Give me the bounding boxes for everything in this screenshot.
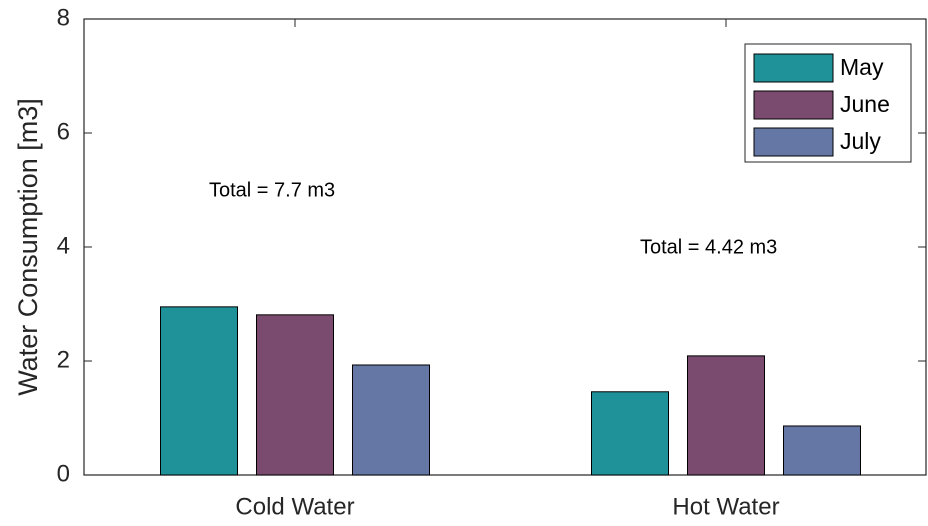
annotation: Total = 7.7 m3	[209, 179, 335, 201]
y-tick-label: 0	[57, 460, 70, 487]
bar	[591, 391, 669, 476]
bar	[352, 364, 430, 476]
legend-label: June	[840, 91, 890, 117]
y-tick-label: 4	[57, 232, 70, 259]
legend-swatch	[753, 127, 834, 157]
x-tick-label: Cold Water	[235, 493, 354, 520]
x-tick-label: Hot Water	[672, 493, 779, 520]
y-tick-label: 6	[57, 118, 70, 145]
legend-label: July	[840, 128, 881, 154]
bar	[783, 425, 861, 476]
y-tick-label: 8	[57, 4, 70, 31]
bar	[160, 306, 238, 476]
y-tick-label: 2	[57, 346, 70, 373]
annotation: Total = 4.42 m3	[640, 236, 777, 258]
legend-label: May	[840, 54, 884, 80]
bar	[256, 314, 334, 476]
bar	[687, 355, 765, 476]
y-axis-label: Water Consumption [m3]	[13, 98, 43, 396]
legend-swatch	[753, 53, 834, 83]
legend-swatch	[753, 90, 834, 120]
